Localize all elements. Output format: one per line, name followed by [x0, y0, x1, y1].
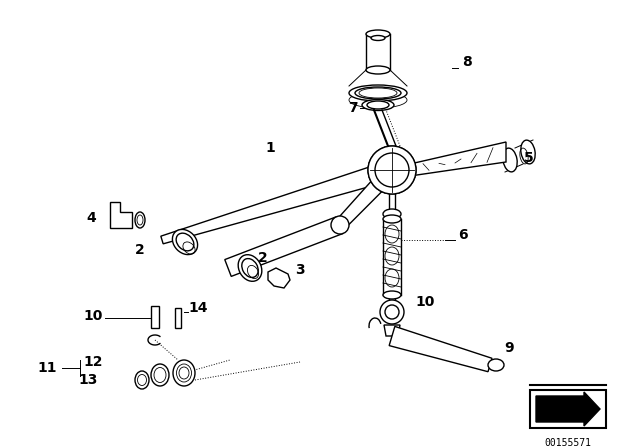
Text: 12: 12: [83, 355, 102, 369]
Circle shape: [375, 153, 409, 187]
Polygon shape: [389, 327, 492, 372]
Text: 5: 5: [524, 151, 534, 165]
Circle shape: [375, 153, 409, 187]
Circle shape: [368, 146, 416, 194]
Ellipse shape: [242, 258, 258, 277]
Ellipse shape: [383, 209, 401, 219]
Ellipse shape: [383, 215, 401, 223]
Text: 2: 2: [258, 251, 268, 265]
Polygon shape: [225, 216, 343, 276]
Bar: [175, 308, 181, 328]
Ellipse shape: [135, 371, 149, 389]
Text: 9: 9: [504, 341, 514, 355]
Text: 10: 10: [84, 309, 103, 323]
Polygon shape: [384, 325, 400, 336]
Text: 00155571: 00155571: [545, 438, 591, 448]
Ellipse shape: [367, 101, 389, 109]
Text: 7: 7: [348, 101, 358, 115]
Polygon shape: [110, 202, 132, 228]
Ellipse shape: [151, 364, 169, 386]
Ellipse shape: [173, 360, 195, 386]
Bar: [530, 390, 606, 428]
Text: 4: 4: [86, 211, 96, 225]
Ellipse shape: [371, 35, 385, 40]
Ellipse shape: [362, 99, 394, 111]
Ellipse shape: [176, 233, 194, 251]
Ellipse shape: [503, 148, 517, 172]
Circle shape: [385, 305, 399, 319]
Text: 13: 13: [78, 373, 97, 387]
Polygon shape: [335, 164, 398, 229]
Text: 1: 1: [265, 141, 275, 155]
Ellipse shape: [238, 254, 262, 281]
Text: 6: 6: [458, 228, 468, 242]
Polygon shape: [410, 142, 506, 176]
Ellipse shape: [521, 140, 535, 164]
Text: 10: 10: [415, 295, 435, 309]
Text: 8: 8: [462, 55, 472, 69]
Ellipse shape: [355, 87, 401, 99]
Ellipse shape: [366, 30, 390, 38]
Text: 11: 11: [38, 361, 57, 375]
Ellipse shape: [135, 212, 145, 228]
Polygon shape: [268, 268, 290, 288]
Polygon shape: [536, 392, 600, 426]
Text: 14: 14: [188, 301, 207, 315]
Circle shape: [331, 216, 349, 234]
Polygon shape: [161, 160, 395, 244]
Ellipse shape: [488, 359, 504, 371]
Bar: [151, 306, 159, 328]
Circle shape: [368, 146, 416, 194]
Ellipse shape: [349, 85, 407, 101]
Text: 3: 3: [295, 263, 305, 277]
Ellipse shape: [383, 291, 401, 299]
Text: 2: 2: [135, 243, 145, 257]
Ellipse shape: [172, 229, 198, 254]
Ellipse shape: [366, 66, 390, 74]
Circle shape: [380, 300, 404, 324]
